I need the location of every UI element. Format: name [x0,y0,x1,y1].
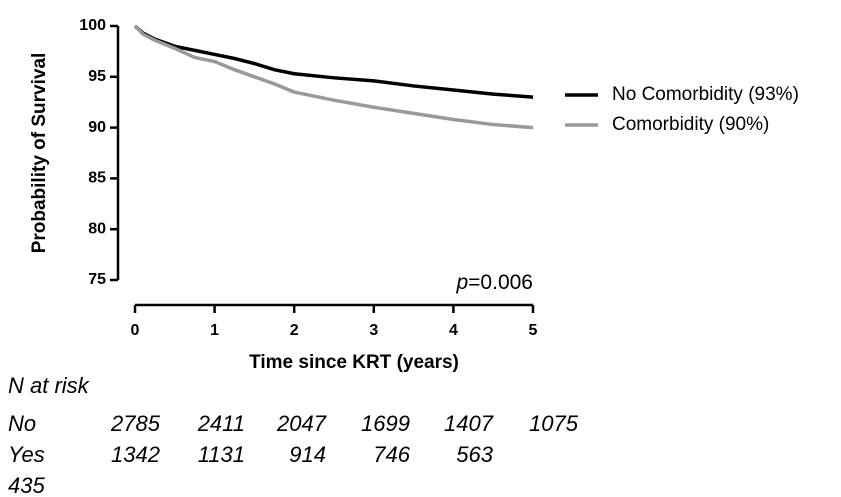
risk-row-label: Yes [8,442,45,467]
x-tick-label: 1 [210,322,219,339]
risk-value: 2785 [110,411,161,436]
risk-value: 1075 [529,411,579,436]
risk-value: 1407 [444,411,494,436]
risk-value: 2411 [197,411,245,436]
y-tick-label: 85 [88,170,106,187]
y-tick-label: 90 [88,119,106,136]
legend-label: Comorbidity (90%) [612,114,769,135]
x-tick-label: 5 [529,322,538,339]
survival-line [133,24,534,99]
y-tick-label: 100 [79,17,106,34]
x-tick-label: 4 [449,322,458,339]
x-tick-label: 0 [131,322,140,339]
y-tick-label: 75 [88,271,106,288]
x-axis-title: Time since KRT (years) [249,352,459,373]
risk-value: 914 [289,442,326,467]
risk-value: 746 [373,442,410,467]
survival-line [133,24,534,130]
risk-value: 1699 [361,411,410,436]
risk-title: N at risk [8,373,90,398]
p-symbol: p [455,271,468,294]
y-tick-label: 80 [88,220,106,237]
risk-value: 435 [8,473,45,497]
risk-value: 2047 [276,411,327,436]
y-tick-label: 95 [88,68,106,85]
y-axis-title: Probability of Survival [29,53,50,254]
x-tick-label: 2 [290,322,299,339]
risk-row-label: No [8,411,36,436]
legend-label: No Comorbidity (93%) [612,84,799,105]
risk-value: 1131 [198,442,245,467]
risk-value: 1342 [111,442,160,467]
p-value: p=0.006 [455,271,533,294]
risk-value: 563 [456,442,493,467]
p-text: =0.006 [468,271,533,294]
x-tick-label: 3 [369,322,378,339]
